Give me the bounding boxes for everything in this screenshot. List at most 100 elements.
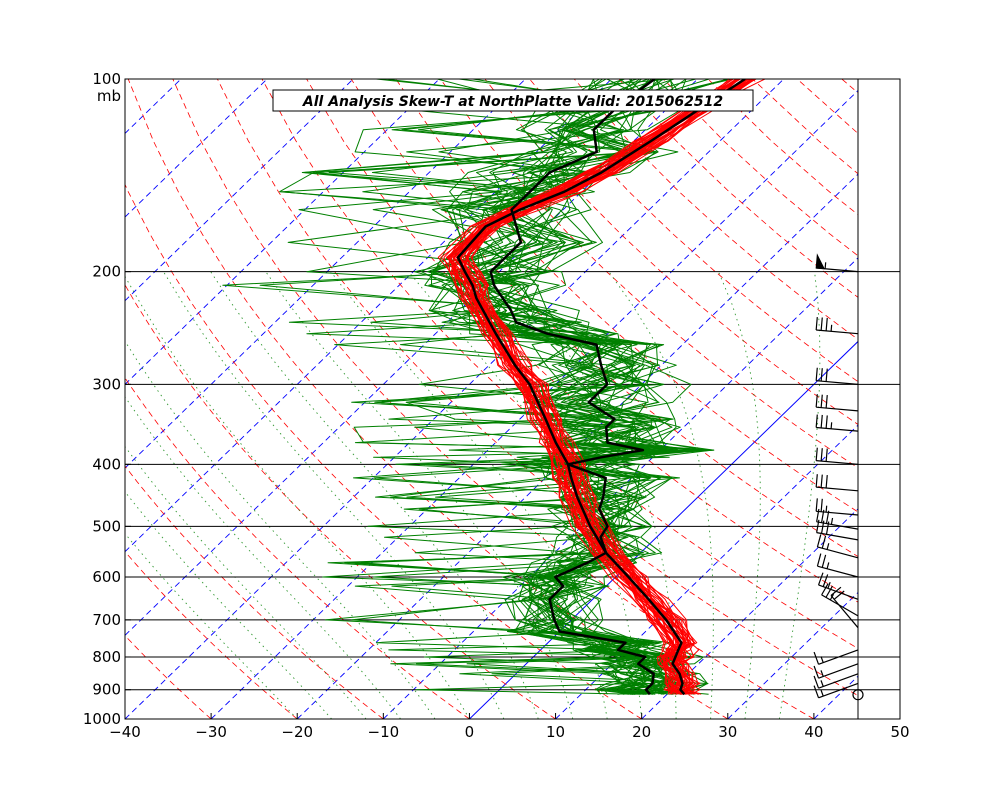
barb-full <box>825 448 828 462</box>
barb-full <box>825 368 828 382</box>
dry-adiabat <box>796 79 858 135</box>
wind-barb <box>816 534 859 559</box>
temperature-member-line <box>456 79 739 695</box>
dry-adiabat <box>841 79 858 94</box>
wind-barb <box>813 673 859 689</box>
x-tick-label: 30 <box>718 723 737 741</box>
dry-adiabat <box>752 79 858 175</box>
moist-adiabat <box>125 532 298 719</box>
isotherm-line <box>125 79 268 218</box>
wind-barb <box>813 649 859 665</box>
barb-shaft <box>817 546 859 559</box>
mean-profiles <box>456 79 746 696</box>
barb-shaft <box>816 406 859 412</box>
barb-full <box>825 475 828 489</box>
y-tick-label: 400 <box>92 455 121 473</box>
isotherm-line <box>727 591 858 719</box>
barb-shaft <box>818 682 859 699</box>
dry-adiabat <box>976 79 1000 719</box>
barb-half <box>826 543 830 550</box>
barb-full <box>822 574 829 587</box>
moist-adiabat <box>125 490 333 719</box>
barb-half <box>825 505 828 513</box>
x-tick-label: −10 <box>368 723 400 741</box>
barb-half <box>820 656 824 663</box>
barb-shaft <box>816 486 859 492</box>
barb-full <box>816 553 822 567</box>
temperature-member-line <box>437 79 738 695</box>
barb-full <box>825 415 828 429</box>
barb-full <box>815 498 818 512</box>
barb-full <box>813 685 820 699</box>
wind-barb <box>821 583 859 617</box>
title-box <box>272 89 754 112</box>
dewpoint-member-line <box>390 79 639 695</box>
isotherm-line <box>125 79 526 469</box>
wind-barb <box>815 317 859 335</box>
wind-barb <box>815 474 859 492</box>
background-grid <box>125 79 1000 719</box>
x-tick-label: 40 <box>804 723 823 741</box>
isotherm-line <box>986 79 1000 719</box>
y-tick-label: 700 <box>92 611 121 629</box>
x-tick-label: −30 <box>195 723 227 741</box>
x-tick-label: 0 <box>465 723 475 741</box>
barb-full <box>816 534 822 548</box>
barb-half <box>820 670 824 677</box>
barb-shaft <box>816 532 859 541</box>
barb-half <box>827 582 831 589</box>
wind-barb <box>815 447 859 465</box>
barb-full <box>813 665 820 679</box>
temperature-member-line <box>464 79 757 695</box>
barb-full <box>825 395 828 409</box>
isotherm-line <box>125 79 440 385</box>
moist-adiabat <box>125 275 470 719</box>
wind-barb <box>816 553 859 578</box>
moist-adiabat <box>718 271 761 719</box>
barb-full <box>821 554 827 568</box>
dewpoint-member-line <box>287 79 688 695</box>
x-axis-ticks: −40 −30 −20 −10 0 10 20 30 40 50 <box>109 713 910 741</box>
isotherm-line <box>641 508 858 719</box>
barb-half <box>830 517 834 525</box>
y-tick-label: 300 <box>92 375 121 393</box>
dry-adiabat <box>931 79 1000 719</box>
moist-adiabat <box>608 271 714 719</box>
barb-shaft <box>816 460 859 465</box>
barb-full <box>821 583 829 596</box>
barb-pennant <box>815 253 825 270</box>
barb-full <box>817 572 824 586</box>
x-tick-label: −40 <box>109 723 141 741</box>
dry-adiabat <box>886 79 1000 719</box>
y-tick-label: 600 <box>92 568 121 586</box>
barb-shaft <box>816 521 859 530</box>
y-tick-label: 800 <box>92 648 121 666</box>
isotherm-line <box>125 79 785 719</box>
moist-adiabat <box>210 271 539 719</box>
moist-adiabat <box>125 445 367 719</box>
y-tick-label: 100 <box>92 70 121 88</box>
barb-full <box>825 317 828 331</box>
dry-adiabat <box>573 79 858 340</box>
dry-adiabat <box>261 79 858 649</box>
moist-adiabat <box>125 340 436 719</box>
barb-shaft <box>821 594 859 617</box>
isotherm-line <box>210 89 858 719</box>
wind-barb <box>815 394 859 412</box>
barb-full <box>820 368 823 382</box>
y-tick-label: 500 <box>92 517 121 535</box>
barb-full <box>813 675 820 689</box>
wind-barb <box>813 682 859 699</box>
barb-full <box>815 317 818 331</box>
pressure-unit-label: mb <box>97 87 121 105</box>
wind-barb <box>815 498 859 516</box>
ensemble-members <box>222 79 766 695</box>
barb-shaft <box>816 426 859 432</box>
dewpoint-member-line <box>406 79 715 695</box>
barb-full <box>820 317 823 331</box>
barb-shaft <box>818 584 859 600</box>
dewpoint-member-line <box>303 79 652 695</box>
barb-full <box>820 474 823 488</box>
isotherm-line <box>900 79 1000 719</box>
